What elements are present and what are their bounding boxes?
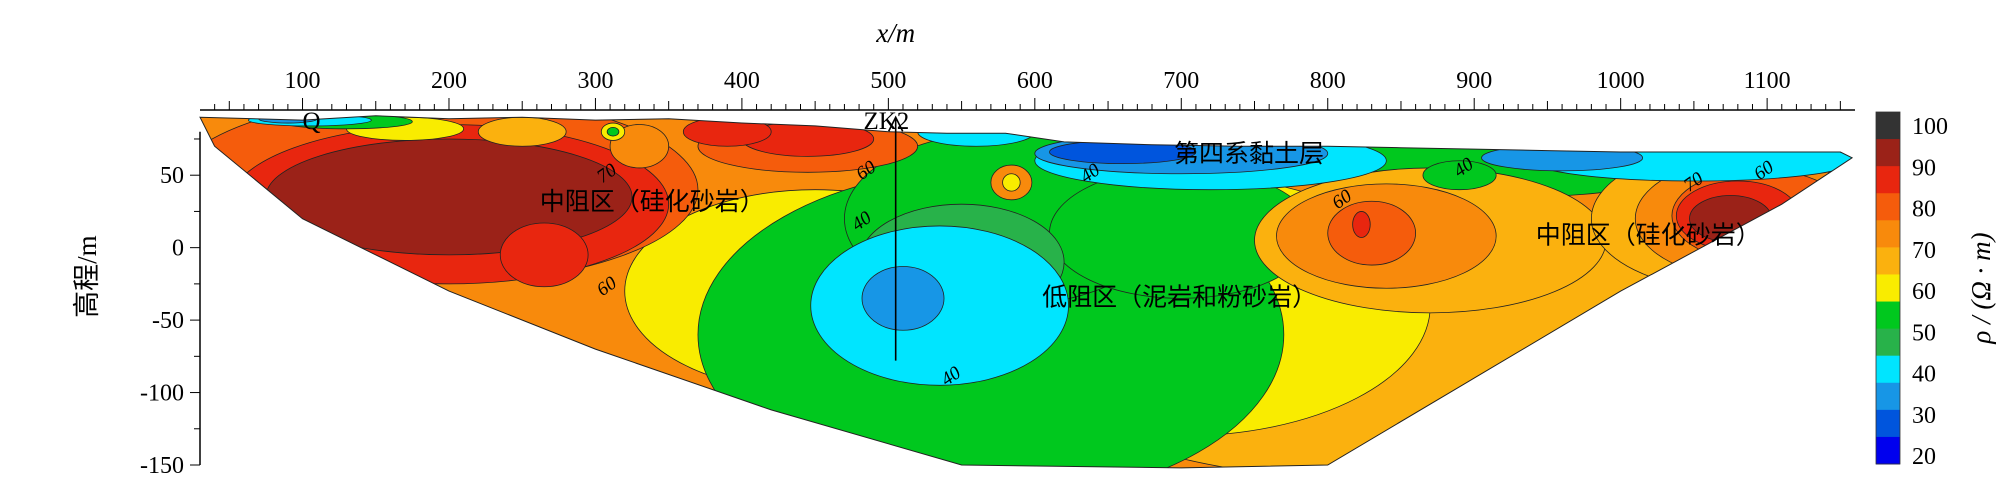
colorbar-tick-label: 70 <box>1912 238 1936 264</box>
colorbar-swatch <box>1876 274 1900 303</box>
annotation-quaternary: 第四系黏土层 <box>1174 140 1324 168</box>
x-tick-label: 1100 <box>1744 68 1791 94</box>
colorbar-swatch <box>1876 301 1900 330</box>
resistivity-zone <box>477 116 567 147</box>
x-tick-label: 400 <box>724 68 760 94</box>
resistivity-zone <box>1002 173 1021 192</box>
colorbar-tick-label: 30 <box>1912 403 1936 429</box>
x-tick-label: 900 <box>1456 68 1492 94</box>
resistivity-zone <box>499 222 589 288</box>
x-tick-label: 100 <box>285 68 321 94</box>
annotation-q: Q <box>303 108 321 135</box>
colorbar-swatch <box>1876 193 1900 221</box>
colorbar-swatch <box>1876 328 1900 357</box>
borehole-zk2 <box>887 115 904 361</box>
y-axis-title: 高程/m <box>72 235 102 318</box>
colorbar-swatch <box>1876 112 1900 140</box>
colorbar-tick-label: 100 <box>1912 114 1948 140</box>
colorbar-title: ρ / (Ω · m) <box>1966 232 1996 344</box>
resistivity-zone <box>682 116 772 147</box>
x-tick-label: 800 <box>1310 68 1346 94</box>
x-tick-label: 700 <box>1163 68 1199 94</box>
annotation-mid-right: 中阻区（硅化砂岩） <box>1536 221 1761 249</box>
resistivity-zones <box>200 115 1853 468</box>
y-tick-label: 50 <box>160 163 184 189</box>
resistivity-zone <box>606 126 620 137</box>
colorbar-swatch <box>1876 247 1900 275</box>
colorbar-tick-label: 60 <box>1912 279 1936 305</box>
borehole-arrow-icon <box>887 115 904 132</box>
colorbar-swatch <box>1876 436 1900 465</box>
x-tick-label: 500 <box>870 68 906 94</box>
resistivity-zone <box>1481 144 1644 172</box>
annotation-zk2: ZK2 <box>863 108 909 135</box>
annotation-low: 低阻区（泥岩和粉砂岩） <box>1042 284 1317 312</box>
resistivity-section <box>200 115 1853 468</box>
top-axis: 100 200 300 400 500 600 700 800 900 1000 1100 x/m <box>200 18 1855 111</box>
colorbar-tick-label: 50 <box>1912 320 1936 346</box>
x-axis-title: x/m <box>875 18 915 48</box>
resistivity-zone <box>1327 200 1417 266</box>
colorbar-tick-label: 20 <box>1912 444 1936 470</box>
resistivity-zone <box>1352 211 1371 238</box>
y-tick-label: -100 <box>140 381 184 407</box>
colorbar-swatch <box>1876 409 1900 438</box>
colorbar-swatch <box>1876 139 1900 167</box>
colorbar-swatch <box>1876 355 1900 384</box>
resistivity-zone <box>917 116 1036 147</box>
colorbar-tick-label: 80 <box>1912 197 1936 223</box>
colorbar-swatch <box>1876 220 1900 248</box>
x-tick-label: 600 <box>1017 68 1053 94</box>
annotation-mid-left: 中阻区（硅化砂岩） <box>540 188 765 216</box>
x-tick-label: 300 <box>577 68 613 94</box>
section-outline <box>199 115 1854 469</box>
y-tick-label: 0 <box>172 236 184 262</box>
x-tick-label: 1000 <box>1597 68 1645 94</box>
resistivity-zone <box>609 124 670 169</box>
y-tick-label: -50 <box>152 308 184 334</box>
colorbar-swatch <box>1876 166 1900 194</box>
left-axis: 50 0 -50 -100 -150 高程/m <box>72 131 201 479</box>
colorbar-tick-label: 90 <box>1912 155 1936 181</box>
colorbar-tick-labels: 100 90 80 70 60 50 40 30 20 <box>1912 114 1948 470</box>
resistivity-zone <box>1422 160 1497 191</box>
colorbar-tick-label: 40 <box>1912 362 1936 388</box>
left-axis-ticks: 50 0 -50 -100 -150 <box>140 138 200 479</box>
top-axis-ticks: 100 200 300 400 500 600 700 800 900 1000 1100 <box>214 68 1841 110</box>
x-tick-label: 200 <box>431 68 467 94</box>
colorbar-swatch <box>1876 382 1900 411</box>
y-tick-label: -150 <box>140 453 184 479</box>
resistivity-zone <box>861 266 945 331</box>
colorbar-swatches <box>1875 111 1901 465</box>
colorbar: 100 90 80 70 60 50 40 30 20 ρ / (Ω · m) <box>1875 111 1996 470</box>
